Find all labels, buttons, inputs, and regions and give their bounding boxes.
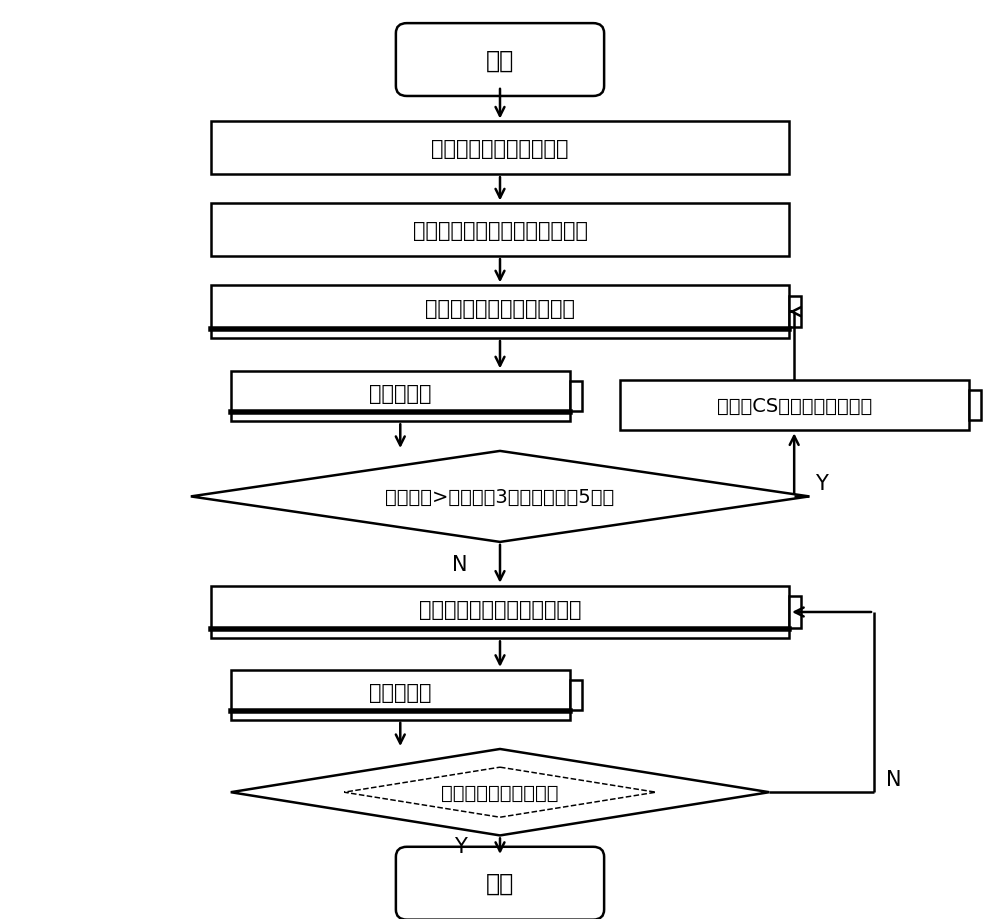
Text: 检测对象尺度、检测指标初始化: 检测对象尺度、检测指标初始化	[413, 221, 588, 241]
Text: Y: Y	[815, 473, 828, 494]
Bar	[231, 670, 570, 720]
Polygon shape	[191, 451, 809, 542]
Bar	[620, 381, 969, 431]
Text: N: N	[886, 768, 902, 789]
Bar	[231, 372, 570, 422]
Bar	[570, 382, 582, 412]
Text: 所有特征域采样结束？: 所有特征域采样结束？	[441, 783, 559, 801]
Text: 初始化分块参数及测量矩阵: 初始化分块参数及测量矩阵	[425, 300, 575, 319]
Bar	[211, 122, 789, 175]
Text: 开始: 开始	[486, 49, 514, 73]
Bar	[789, 596, 801, 629]
Bar	[211, 286, 789, 339]
Text: 自适应CS拓扑方向优化策略: 自适应CS拓扑方向优化策略	[717, 396, 872, 415]
Bar	[789, 297, 801, 328]
Text: Y: Y	[454, 836, 467, 857]
Bar	[211, 586, 789, 639]
Text: 特征域扫描: 特征域扫描	[369, 682, 432, 702]
Text: 结束: 结束	[486, 871, 514, 895]
FancyBboxPatch shape	[396, 847, 604, 919]
Text: N: N	[452, 554, 468, 574]
Bar	[211, 204, 789, 256]
Text: 无缺陋参考信号稀疏表征: 无缺陋参考信号稀疏表征	[431, 139, 569, 159]
Bar	[969, 391, 981, 421]
Text: 初始化特征域参数及测量矩阵: 初始化特征域参数及测量矩阵	[419, 599, 581, 619]
Polygon shape	[231, 749, 769, 835]
Text: 特征域扫描: 特征域扫描	[369, 384, 432, 403]
Text: 分块尺度>检测精剘3倍或扫描步长5倍？: 分块尺度>检测精剘3倍或扫描步长5倍？	[385, 487, 615, 506]
FancyBboxPatch shape	[396, 24, 604, 96]
Bar	[570, 680, 582, 710]
